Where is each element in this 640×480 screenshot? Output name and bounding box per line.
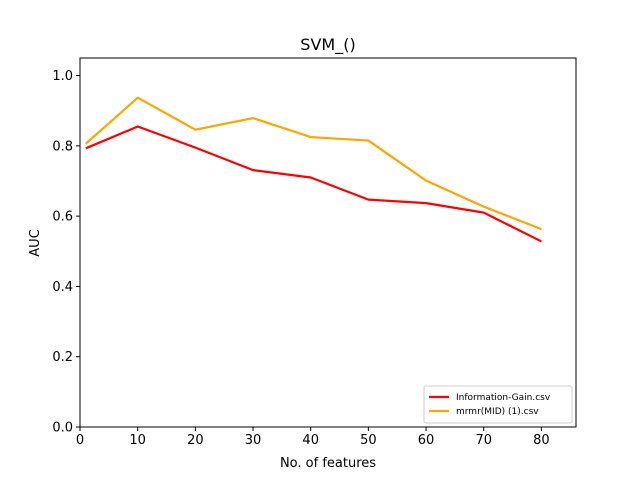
legend-label: Information-Gain.csv (456, 393, 551, 403)
y-tick-label: 0.0 (52, 421, 73, 436)
x-tick-label: 20 (187, 433, 204, 448)
y-axis-label: AUC (28, 229, 43, 257)
x-tick-label: 50 (360, 433, 377, 448)
y-tick-label: 1.0 (52, 69, 73, 84)
y-tick-label: 0.2 (52, 350, 73, 365)
x-tick-label: 80 (533, 433, 550, 448)
series-layer (85, 96, 542, 243)
x-tick-label: 60 (418, 433, 435, 448)
series-line-1 (85, 125, 542, 243)
x-tick-label: 30 (245, 433, 262, 448)
y-axis-ticks: 0.0 0.2 0.4 0.6 0.8 1.0 (52, 69, 80, 436)
x-tick-label: 70 (475, 433, 492, 448)
axes-frame (79, 57, 577, 428)
legend-label: mrmr(MID) (1).csv (456, 407, 539, 417)
x-tick-label: 10 (129, 433, 146, 448)
y-tick-label: 0.4 (52, 280, 73, 295)
x-tick-label: 40 (302, 433, 319, 448)
legend: Information-Gain.csv mrmr(MID) (1).csv (423, 385, 573, 424)
y-tick-label: 0.8 (52, 139, 73, 154)
x-tick-label: 0 (76, 433, 84, 448)
y-tick-label: 0.6 (52, 210, 73, 225)
series-line-2 (85, 96, 542, 231)
chart-title: SVM_() (300, 35, 355, 55)
x-axis-label: No. of features (280, 456, 376, 471)
x-axis-ticks: 0 10 20 30 40 50 60 70 80 (76, 427, 550, 448)
legend-box (423, 385, 573, 424)
